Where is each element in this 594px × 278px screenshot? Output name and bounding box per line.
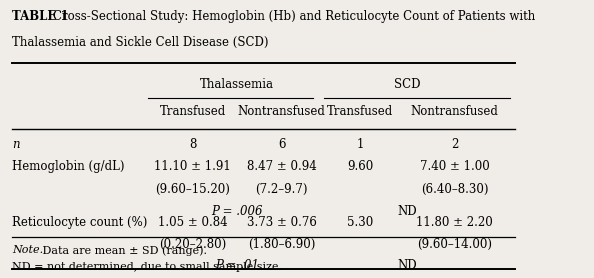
Text: (7.2–9.7): (7.2–9.7): [255, 183, 308, 196]
Text: (1.80–6.90): (1.80–6.90): [248, 238, 315, 251]
Text: 6: 6: [278, 138, 286, 151]
Text: 11.10 ± 1.91: 11.10 ± 1.91: [154, 160, 231, 173]
Text: ND: ND: [398, 205, 418, 218]
Text: Transfused: Transfused: [327, 105, 394, 118]
Text: Transfused: Transfused: [160, 105, 226, 118]
Text: (0.20–2.80): (0.20–2.80): [159, 238, 226, 251]
Text: Thalassemia and Sickle Cell Disease (SCD): Thalassemia and Sickle Cell Disease (SCD…: [12, 36, 268, 49]
Text: n: n: [12, 138, 20, 151]
Text: Reticulocyte count (%): Reticulocyte count (%): [12, 216, 147, 229]
Text: P = .01: P = .01: [215, 259, 260, 272]
Text: ND = not determined, due to small sample size.: ND = not determined, due to small sample…: [12, 262, 282, 272]
Text: (9.60–14.00): (9.60–14.00): [418, 238, 492, 251]
Text: Cross-Sectional Study: Hemoglobin (Hb) and Reticulocyte Count of Patients with: Cross-Sectional Study: Hemoglobin (Hb) a…: [53, 10, 535, 23]
Text: 11.80 ± 2.20: 11.80 ± 2.20: [416, 216, 493, 229]
Text: 9.60: 9.60: [347, 160, 374, 173]
Text: Nontransfused: Nontransfused: [238, 105, 326, 118]
Text: 3.73 ± 0.76: 3.73 ± 0.76: [247, 216, 317, 229]
Text: Note.: Note.: [12, 245, 43, 255]
Text: Thalassemia: Thalassemia: [200, 78, 274, 91]
Text: Hemoglobin (g/dL): Hemoglobin (g/dL): [12, 160, 124, 173]
Text: 8: 8: [189, 138, 197, 151]
Text: 2: 2: [451, 138, 459, 151]
Text: 7.40 ± 1.00: 7.40 ± 1.00: [420, 160, 489, 173]
Text: 5.30: 5.30: [347, 216, 374, 229]
Text: 8.47 ± 0.94: 8.47 ± 0.94: [247, 160, 317, 173]
Text: 1.05 ± 0.84: 1.05 ± 0.84: [158, 216, 228, 229]
Text: 1: 1: [357, 138, 364, 151]
Text: ND: ND: [398, 259, 418, 272]
Text: (6.40–8.30): (6.40–8.30): [421, 183, 489, 196]
Text: TABLE 1: TABLE 1: [12, 10, 68, 23]
Text: Data are mean ± SD (range).: Data are mean ± SD (range).: [39, 245, 207, 255]
Text: (9.60–15.20): (9.60–15.20): [155, 183, 230, 196]
Text: P = .006: P = .006: [211, 205, 263, 218]
Text: Nontransfused: Nontransfused: [411, 105, 499, 118]
Text: SCD: SCD: [394, 78, 421, 91]
